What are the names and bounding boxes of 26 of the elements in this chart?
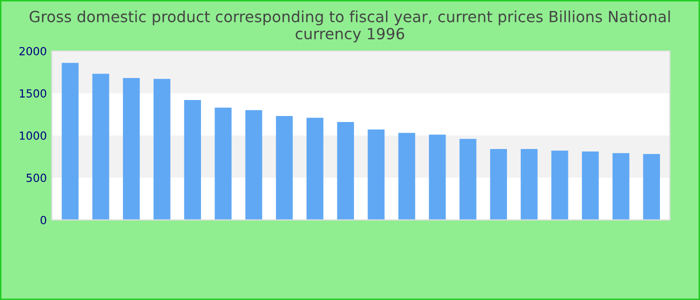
bar — [520, 148, 538, 220]
bar — [306, 118, 324, 220]
bar — [122, 78, 140, 220]
bar — [214, 108, 232, 220]
bar — [154, 78, 170, 220]
bar — [490, 148, 507, 220]
chart-title: Gross domestic product corresponding to fiscal year, current prices Billions National currency 1996 — [30, 10, 670, 42]
bar — [92, 74, 110, 220]
bar — [184, 100, 201, 220]
bar — [551, 150, 568, 220]
bar — [276, 116, 293, 220]
bar — [337, 122, 354, 220]
y-tick-label: 500 — [26, 174, 46, 182]
bar — [62, 62, 79, 220]
y-tick-label: 0 — [40, 216, 46, 224]
bar — [398, 132, 416, 220]
bar — [460, 138, 476, 220]
y-tick-label: 1000 — [20, 131, 46, 140]
bar — [582, 151, 599, 220]
bar — [368, 130, 385, 220]
bar — [612, 153, 630, 220]
bar — [643, 154, 660, 220]
y-tick-label: 1500 — [20, 89, 46, 98]
y-tick-label: 2000 — [19, 46, 46, 56]
bar — [245, 110, 262, 220]
bar — [428, 134, 446, 220]
